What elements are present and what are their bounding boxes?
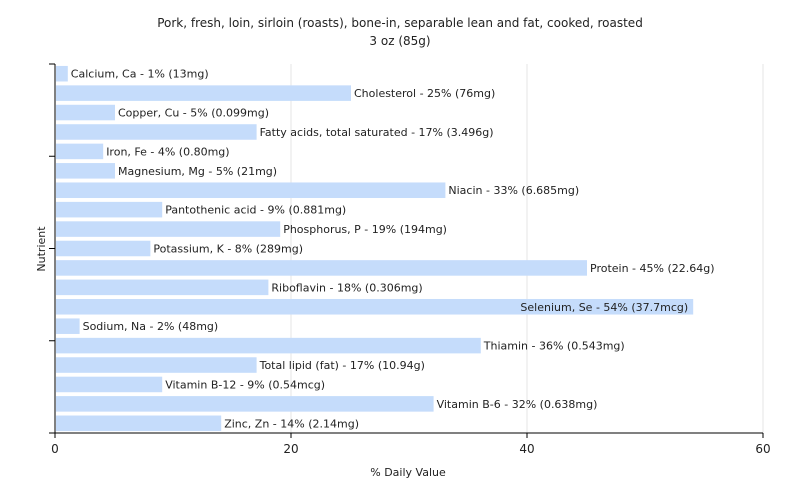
bar (56, 143, 104, 160)
axes: 0 20 40 60 (49, 63, 771, 456)
bar (56, 65, 68, 82)
bar-label: Protein - 45% (22.64g) (590, 262, 715, 275)
bar (56, 260, 587, 276)
bar (56, 182, 446, 199)
x-tick-label: 40 (519, 442, 534, 456)
x-tick-label: 0 (51, 442, 59, 456)
bar-label: Iron, Fe - 4% (0.80mg) (106, 145, 229, 158)
bar (56, 124, 257, 140)
bar (56, 201, 163, 218)
bar-label: Vitamin B-6 - 32% (0.638mg) (437, 398, 598, 411)
x-axis-label: % Daily Value (370, 466, 446, 479)
bar-label: Magnesium, Mg - 5% (21mg) (118, 165, 277, 178)
bar (56, 240, 151, 257)
bar (56, 318, 80, 334)
y-axis-label: Nutrient (35, 226, 48, 272)
bar-label: Sodium, Na - 2% (48mg) (83, 320, 219, 333)
bar (56, 337, 481, 354)
bar (56, 298, 694, 315)
gridlines (290, 64, 764, 433)
bar (56, 104, 115, 121)
bar (56, 279, 269, 296)
x-tick-label: 20 (283, 442, 298, 456)
bar-label: Calcium, Ca - 1% (13mg) (71, 68, 209, 81)
bar-label: Potassium, K - 8% (289mg) (153, 243, 303, 256)
bar-label: Vitamin B-12 - 9% (0.54mcg) (165, 378, 325, 391)
bar (56, 221, 281, 237)
bar (56, 163, 115, 179)
bar-label: Total lipid (fat) - 17% (10.94g) (259, 359, 425, 372)
bar-label: Fatty acids, total saturated - 17% (3.49… (260, 126, 494, 139)
bar (56, 396, 434, 412)
bar-label: Phosphorus, P - 19% (194mg) (283, 223, 447, 236)
chart-subtitle: 3 oz (85g) (369, 34, 430, 48)
bar-label: Cholesterol - 25% (76mg) (354, 87, 495, 100)
bar-label: Selenium, Se - 54% (37.7mcg) (520, 301, 688, 314)
bar-label: Copper, Cu - 5% (0.099mg) (118, 107, 269, 120)
bar-label: Niacin - 33% (6.685mg) (448, 184, 579, 197)
bar (56, 85, 351, 101)
bar-label: Pantothenic acid - 9% (0.881mg) (165, 204, 346, 217)
bar-label: Riboflavin - 18% (0.306mg) (271, 281, 422, 294)
bar (56, 376, 163, 393)
bar-label: Thiamin - 36% (0.543mg) (483, 340, 625, 353)
bars: Calcium, Ca - 1% (13mg) Cholesterol - 25%… (56, 65, 715, 432)
bar (56, 357, 257, 373)
x-tick-label: 60 (755, 442, 770, 456)
chart-title: Pork, fresh, loin, sirloin (roasts), bon… (157, 16, 643, 30)
bar (56, 415, 222, 432)
bar-label: Zinc, Zn - 14% (2.14mg) (224, 417, 359, 430)
